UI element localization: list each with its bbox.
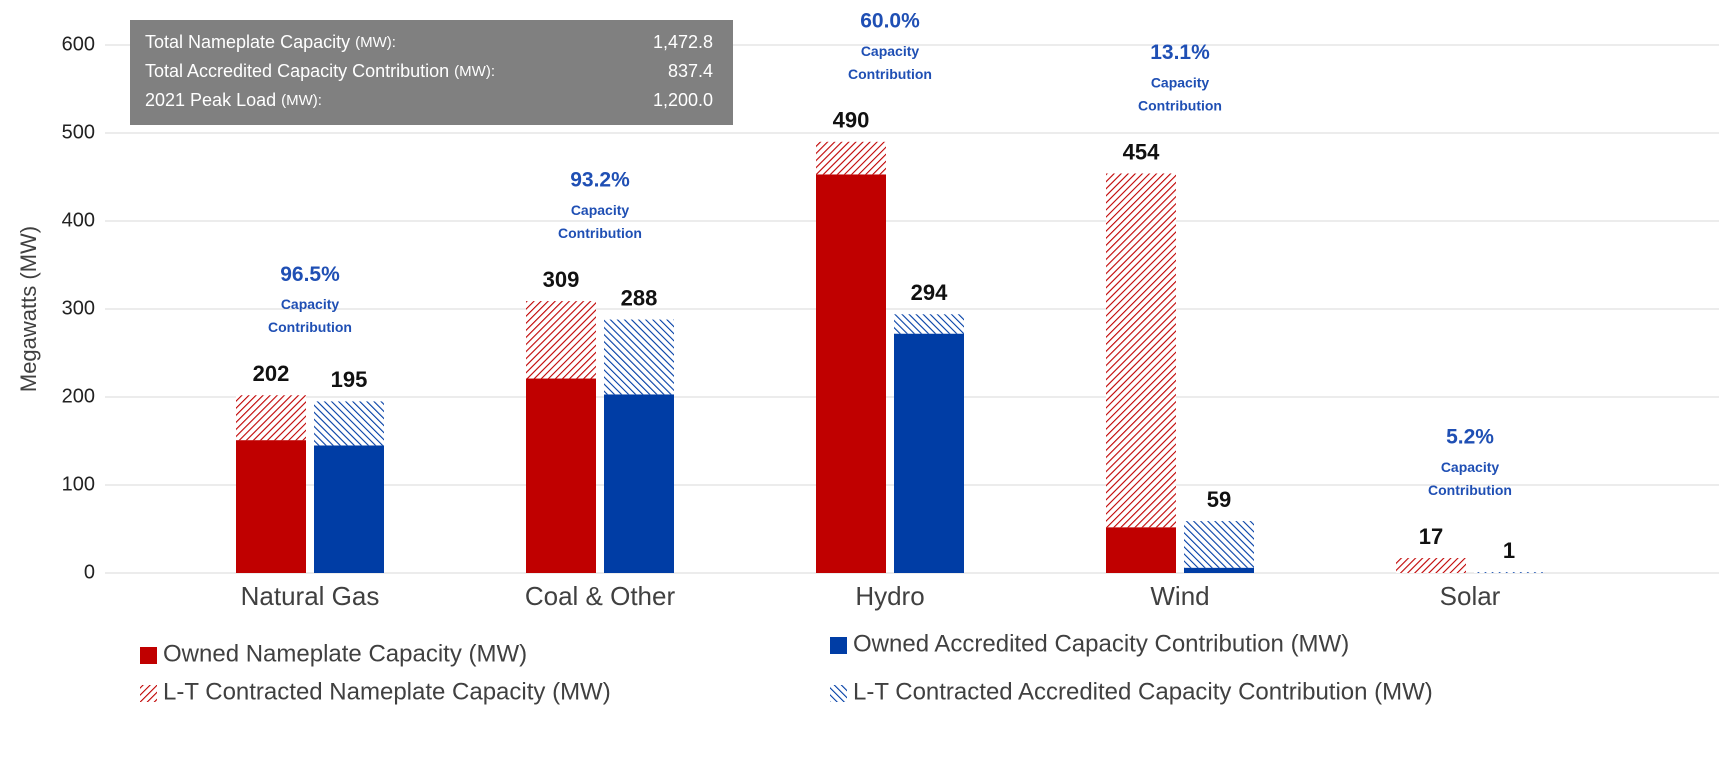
bar-segment	[894, 333, 964, 573]
legend-swatch	[140, 647, 157, 664]
legend-swatch	[140, 685, 157, 702]
caption-line: Capacity	[1441, 459, 1500, 475]
y-tick-label: 200	[62, 385, 95, 407]
x-tick-label: Solar	[1440, 581, 1501, 611]
total-label: 309	[543, 267, 580, 292]
bar-segment	[816, 141, 886, 175]
total-label: 490	[833, 108, 870, 133]
contribution-percent: 60.0%	[860, 9, 920, 32]
bar-segment	[314, 401, 384, 446]
bar-segment	[1184, 567, 1254, 573]
bar-segment	[236, 395, 306, 441]
bar-segment	[816, 174, 886, 574]
y-tick-label: 100	[62, 473, 95, 495]
caption-line: Contribution	[1138, 97, 1222, 113]
x-tick-label: Wind	[1150, 581, 1209, 611]
total-label: 1	[1503, 538, 1515, 563]
summary-unit: (MW):	[454, 63, 495, 80]
caption-line: Capacity	[571, 202, 630, 218]
summary-unit: (MW):	[355, 34, 396, 51]
y-tick-label: 600	[62, 33, 95, 55]
summary-label: Total Accredited Capacity Contribution (M…	[145, 61, 495, 81]
summary-value: 1,472.8	[653, 32, 713, 52]
legend-label: L-T Contracted Nameplate Capacity (MW)	[163, 678, 611, 705]
total-label: 17	[1419, 524, 1443, 549]
legend-swatch	[830, 685, 847, 702]
summary-name: Total Accredited Capacity Contribution	[145, 61, 449, 81]
contribution-percent: 93.2%	[570, 169, 630, 192]
caption-line: Contribution	[848, 66, 932, 82]
legend-label: Owned Accredited Capacity Contribution (…	[853, 630, 1349, 657]
bar-segment	[604, 394, 674, 573]
caption-line: Contribution	[558, 225, 642, 241]
total-label: 294	[911, 280, 948, 305]
bar-segment	[1474, 572, 1544, 573]
summary-value: 837.4	[668, 61, 713, 81]
x-tick-label: Natural Gas	[241, 581, 380, 611]
contribution-caption: Capacity Contribution	[1428, 459, 1512, 498]
summary-label: Total Nameplate Capacity (MW):	[145, 32, 396, 52]
legend-label: Owned Nameplate Capacity (MW)	[163, 640, 527, 667]
bar-segment	[1106, 173, 1176, 528]
bar-segment	[314, 445, 384, 573]
y-tick-label: 0	[84, 561, 95, 583]
summary-label: 2021 Peak Load (MW):	[145, 90, 322, 110]
summary-value: 1,200.0	[653, 90, 713, 110]
bar-segment	[604, 319, 674, 395]
y-tick-label: 400	[62, 209, 95, 231]
contribution-caption: Capacity Contribution	[268, 296, 352, 335]
bar-segment	[1184, 521, 1254, 568]
bar-segment	[894, 314, 964, 334]
caption-line: Contribution	[268, 319, 352, 335]
x-tick-label: Coal & Other	[525, 581, 676, 611]
legend-swatch	[830, 637, 847, 654]
total-label: 195	[331, 367, 368, 392]
caption-line: Capacity	[281, 296, 340, 312]
bar-segment	[1106, 527, 1176, 573]
contribution-percent: 5.2%	[1446, 426, 1494, 449]
contribution-percent: 96.5%	[280, 263, 340, 286]
legend-label: L-T Contracted Accredited Capacity Contr…	[853, 678, 1433, 705]
contribution-caption: Capacity Contribution	[558, 202, 642, 241]
summary-name: 2021 Peak Load	[145, 90, 276, 110]
summary-unit: (MW):	[281, 92, 322, 109]
bar-segment	[1396, 558, 1466, 573]
total-label: 288	[621, 285, 658, 310]
contribution-caption: Capacity Contribution	[1138, 74, 1222, 113]
bar-segment	[526, 378, 596, 573]
caption-line: Capacity	[1151, 74, 1210, 90]
total-label: 59	[1207, 487, 1231, 512]
y-tick-label: 500	[62, 121, 95, 143]
bar-segment	[526, 301, 596, 379]
y-tick-label: 300	[62, 297, 95, 319]
total-label: 454	[1123, 139, 1160, 164]
x-tick-label: Hydro	[855, 581, 924, 611]
contribution-percent: 13.1%	[1150, 41, 1210, 64]
caption-line: Capacity	[861, 43, 920, 59]
caption-line: Contribution	[1428, 482, 1512, 498]
summary-box	[130, 20, 733, 125]
summary-name: Total Nameplate Capacity	[145, 32, 350, 52]
y-axis-label: Megawatts (MW)	[16, 226, 41, 392]
total-label: 202	[253, 361, 290, 386]
bar-segment	[236, 440, 306, 573]
contribution-caption: Capacity Contribution	[848, 43, 932, 82]
